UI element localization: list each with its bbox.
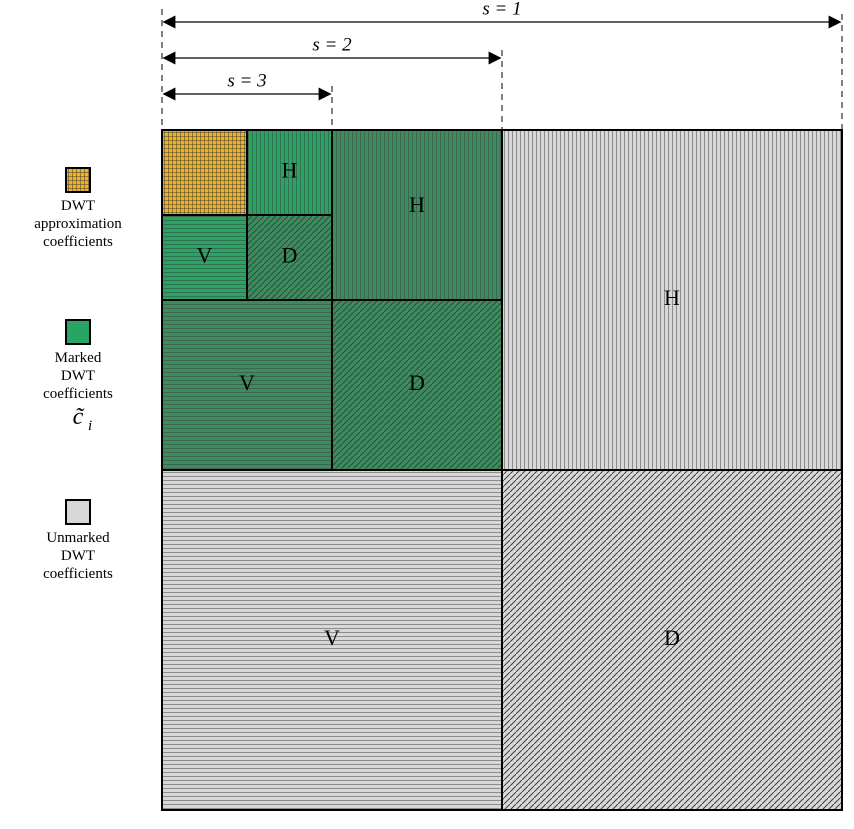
approx	[162, 130, 247, 215]
label-d1: D	[664, 625, 680, 650]
scale-s1: s = 1	[482, 0, 521, 19]
legend-approx: DWT approximation coefficients	[34, 168, 122, 250]
svg-text:coefficients: coefficients	[43, 386, 113, 402]
label-d2: D	[409, 370, 425, 395]
svg-text:coefficients: coefficients	[43, 234, 113, 250]
legend-marked: Marked DWT coefficients c̃i	[43, 320, 113, 434]
svg-text:Unmarked: Unmarked	[46, 530, 110, 546]
svg-text:Marked: Marked	[55, 350, 102, 366]
scale-s2: s = 2	[312, 34, 352, 55]
label-h2: H	[409, 192, 425, 217]
svg-text:i: i	[88, 418, 92, 434]
label-d3: D	[282, 243, 298, 268]
svg-text:c̃: c̃	[73, 404, 85, 430]
svg-text:DWT: DWT	[61, 198, 95, 214]
label-h3: H	[282, 158, 298, 183]
legend-unmarked: Unmarked DWT coefficients	[43, 500, 113, 582]
scale-s3: s = 3	[227, 70, 266, 91]
svg-text:DWT: DWT	[61, 368, 95, 384]
svg-text:DWT: DWT	[61, 548, 95, 564]
label-v2: V	[239, 370, 255, 395]
label-h1: H	[664, 285, 680, 310]
svg-text:coefficients: coefficients	[43, 566, 113, 582]
svg-text:approximation: approximation	[34, 216, 122, 232]
label-v3: V	[197, 243, 213, 268]
label-v1: V	[324, 625, 340, 650]
